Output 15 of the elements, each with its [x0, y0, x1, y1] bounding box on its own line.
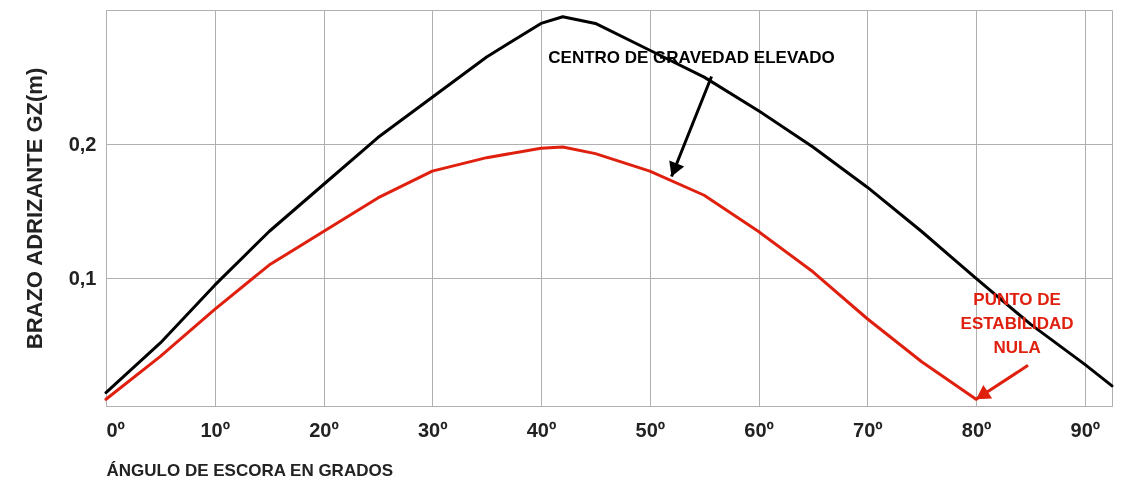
x-tick-label: 50º — [635, 418, 666, 441]
x-tick-label: 0º — [106, 418, 125, 441]
x-axis-title: ÁNGULO DE ESCORA EN GRADOS — [106, 460, 394, 480]
x-tick-label: 80º — [961, 418, 992, 441]
x-tick-label: 40º — [526, 418, 557, 441]
y-tick-label: 0,1 — [68, 266, 97, 289]
x-tick-label: 20º — [309, 418, 339, 441]
y-tick-label: 0,2 — [68, 132, 97, 155]
line-series — [104, 15, 1114, 395]
x-tick-label: 10º — [200, 418, 231, 441]
x-tick-label: 60º — [744, 418, 774, 441]
x-tick-label: 70º — [853, 418, 883, 441]
x-tick-label: 30º — [417, 418, 448, 441]
y-axis-title: BRAZO ADRIZANTE GZ(m) — [21, 67, 47, 350]
x-tick-label: 90º — [1070, 418, 1101, 441]
